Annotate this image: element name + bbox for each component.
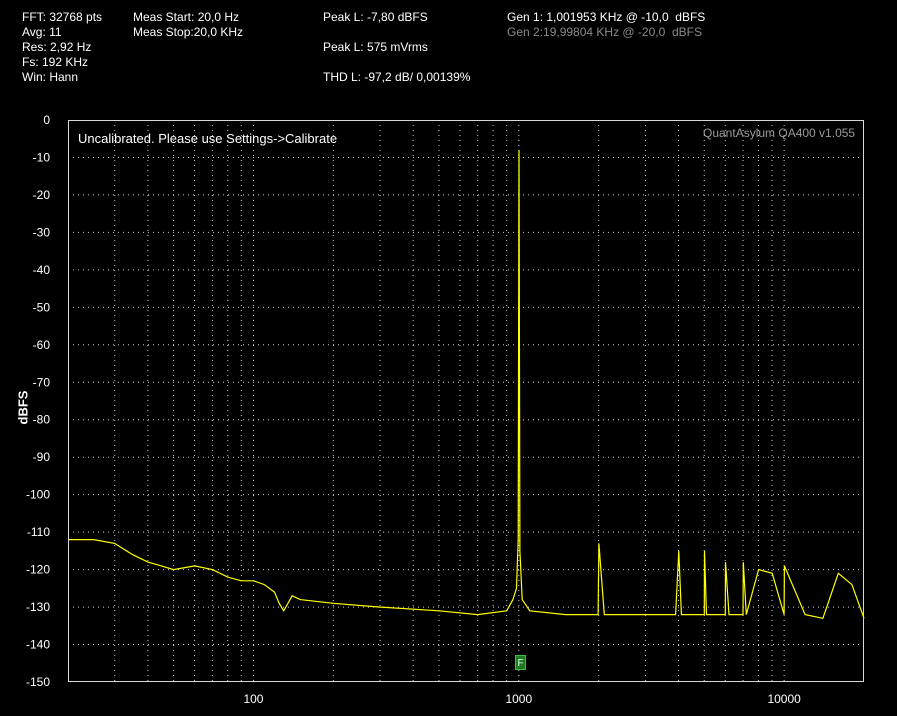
y-tick-label: -120 (26, 563, 50, 577)
fft-size-readout: FFT: 32768 pts (22, 10, 103, 24)
y-tick-label: -80 (33, 413, 51, 427)
y-tick-label: -150 (26, 675, 50, 689)
calibration-notice: Uncalibrated. Please use Settings->Calib… (78, 131, 338, 146)
sample-rate-readout: Fs: 192 KHz (22, 55, 89, 69)
generator-2-readout: Gen 2:19,99804 KHz @ -20,0 dBFS (507, 25, 702, 39)
fundamental-marker[interactable]: F (515, 655, 526, 670)
meas-stop-readout: Meas Stop:20,0 KHz (133, 25, 244, 39)
x-tick-label: 10000 (767, 692, 801, 706)
y-tick-label: -140 (26, 638, 50, 652)
y-tick-label: -20 (33, 188, 51, 202)
y-tick-label: -70 (33, 375, 51, 389)
meas-start-readout: Meas Start: 20,0 Hz (133, 10, 240, 24)
resolution-readout: Res: 2,92 Hz (22, 40, 92, 54)
y-tick-label: -10 (33, 150, 51, 164)
y-tick-label: -90 (33, 450, 51, 464)
averages-readout: Avg: 11 (22, 25, 62, 39)
y-tick-label: 0 (43, 113, 50, 127)
brand-label: QuantAsylum QA400 v1.055 (703, 126, 856, 140)
generator-1-readout: Gen 1: 1,001953 KHz @ -10,0 dBFS (507, 10, 706, 24)
y-tick-label: -130 (26, 600, 50, 614)
x-tick-label: 1000 (505, 692, 532, 706)
y-tick-label: -50 (33, 300, 51, 314)
y-tick-label: -30 (33, 225, 51, 239)
x-tick-label: 100 (243, 692, 263, 706)
peak-dbfs-readout: Peak L: -7,80 dBFS (323, 10, 428, 24)
y-tick-label: -110 (27, 525, 50, 539)
y-tick-label: -100 (26, 488, 50, 502)
y-tick-label: -60 (33, 338, 51, 352)
thd-readout: THD L: -97,2 dB/ 0,00139% (323, 70, 471, 84)
window-readout: Win: Hann (22, 70, 79, 84)
plot-area (68, 120, 864, 682)
peak-mvrms-readout: Peak L: 575 mVrms (323, 40, 428, 54)
spectrum-trace (68, 149, 865, 619)
y-tick-label: -40 (33, 263, 51, 277)
